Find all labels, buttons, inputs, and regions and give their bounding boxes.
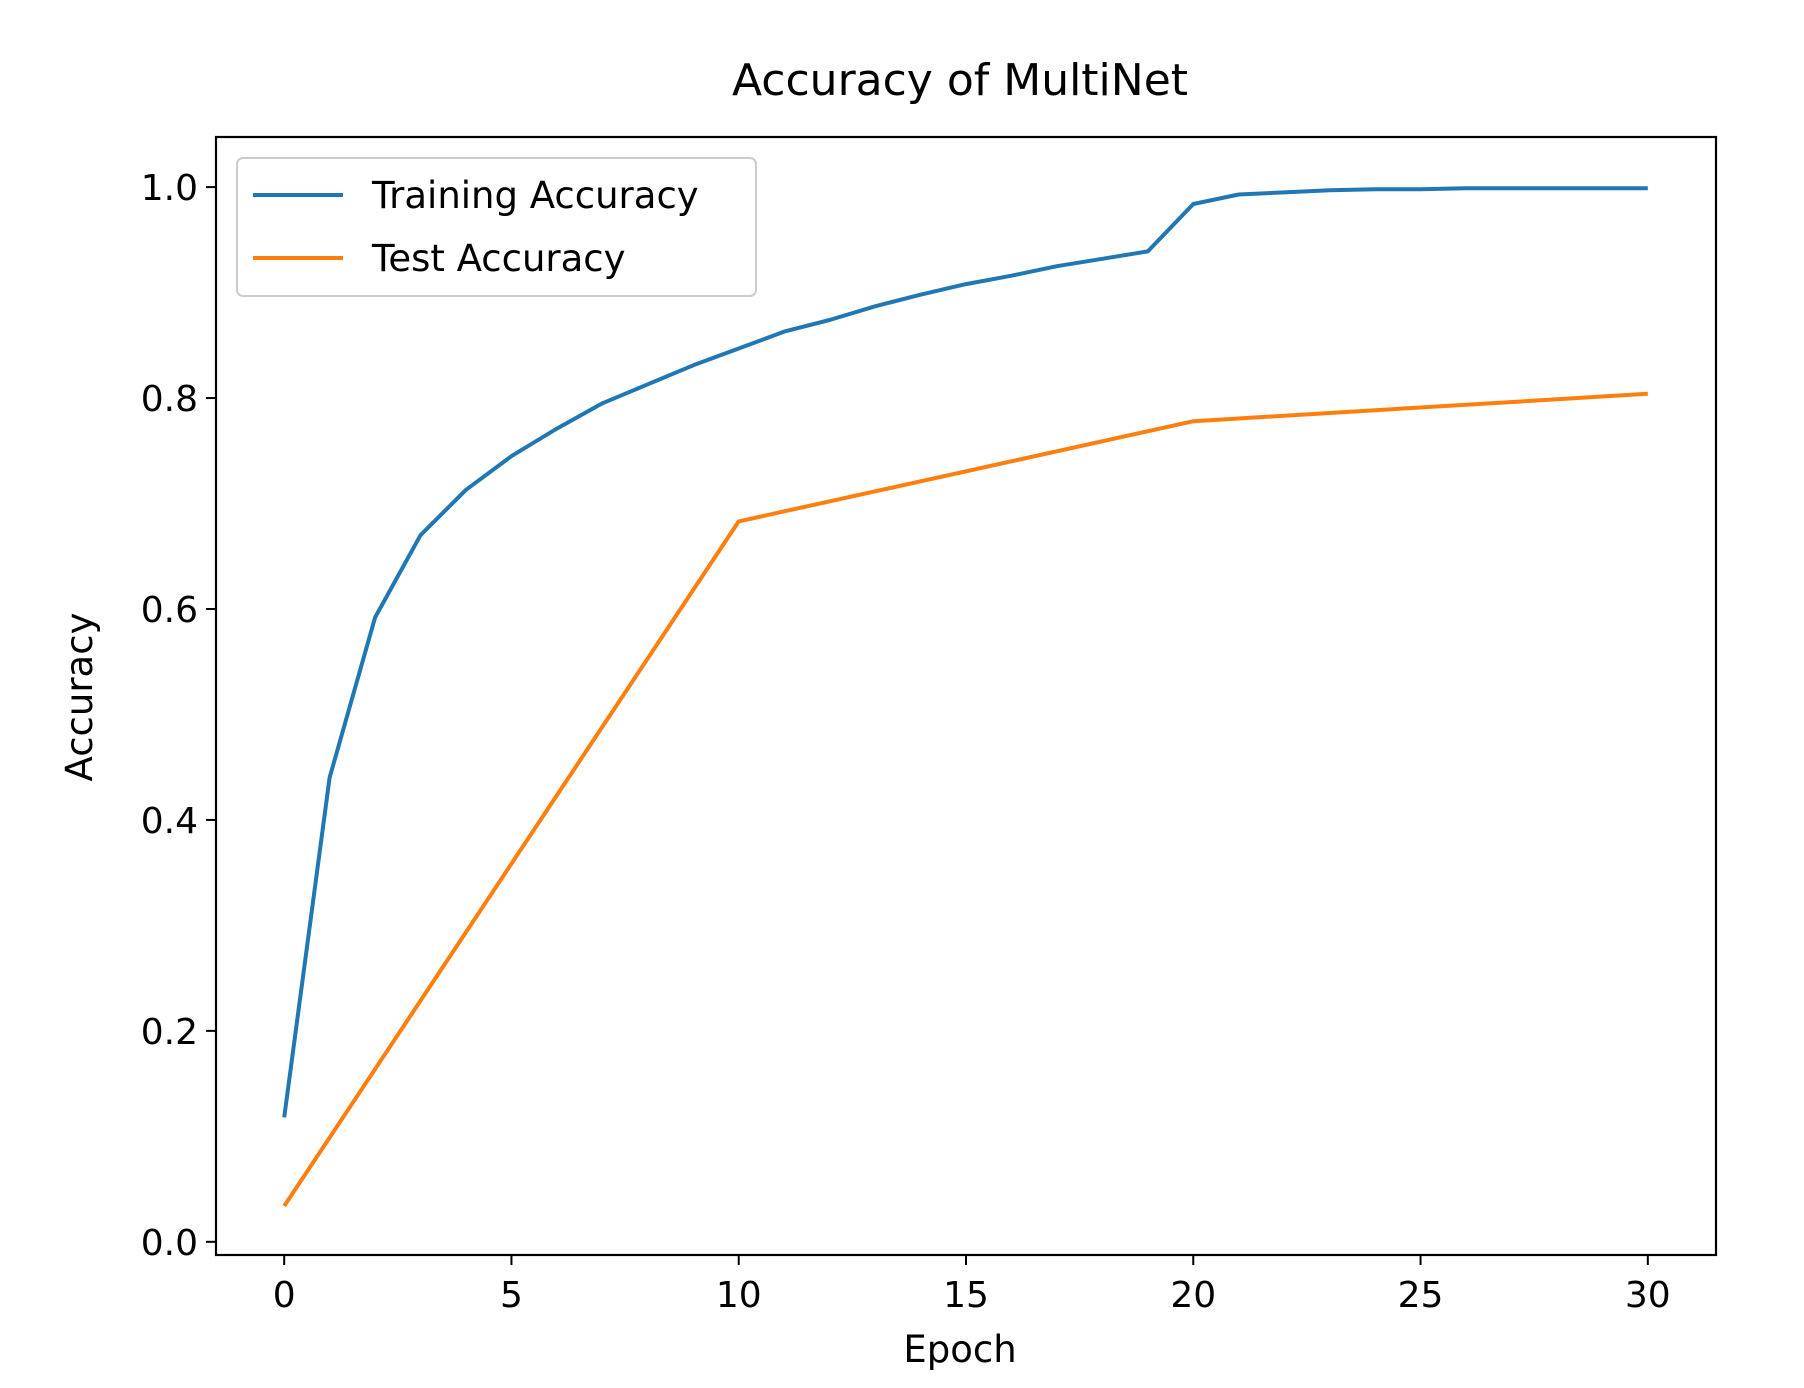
x-tick-label: 5 — [500, 1275, 523, 1316]
y-tick-label: 0.0 — [141, 1223, 198, 1264]
chart-title: Accuracy of MultiNet — [732, 55, 1188, 106]
x-tick-label: 25 — [1398, 1275, 1444, 1316]
x-tick-label: 10 — [716, 1275, 762, 1316]
y-tick-label: 0.4 — [141, 801, 198, 842]
x-tick-label: 15 — [943, 1275, 989, 1316]
legend-label: Test Accuracy — [371, 237, 626, 280]
y-tick-label: 0.6 — [141, 590, 198, 631]
series-line-training — [282, 186, 1648, 1118]
y-tick-label: 0.8 — [141, 379, 198, 420]
y-tick-label: 1.0 — [141, 168, 198, 209]
legend: Training Accuracy Test Accuracy — [236, 157, 757, 297]
x-axis-label: Epoch — [903, 1328, 1016, 1371]
legend-box — [236, 157, 757, 297]
plot-area — [282, 186, 1648, 1208]
x-axis-ticks: 0 5 10 15 20 25 30 — [273, 1255, 1671, 1316]
legend-label: Training Accuracy — [371, 174, 699, 217]
y-tick-label: 0.2 — [141, 1012, 198, 1053]
x-tick-label: 20 — [1170, 1275, 1216, 1316]
y-axis-ticks: 0.0 0.2 0.4 0.6 0.8 1.0 — [141, 168, 216, 1264]
x-tick-label: 30 — [1625, 1275, 1671, 1316]
y-axis-label: Accuracy — [58, 613, 101, 782]
x-tick-label: 0 — [273, 1275, 296, 1316]
series-line-test — [282, 391, 1648, 1208]
